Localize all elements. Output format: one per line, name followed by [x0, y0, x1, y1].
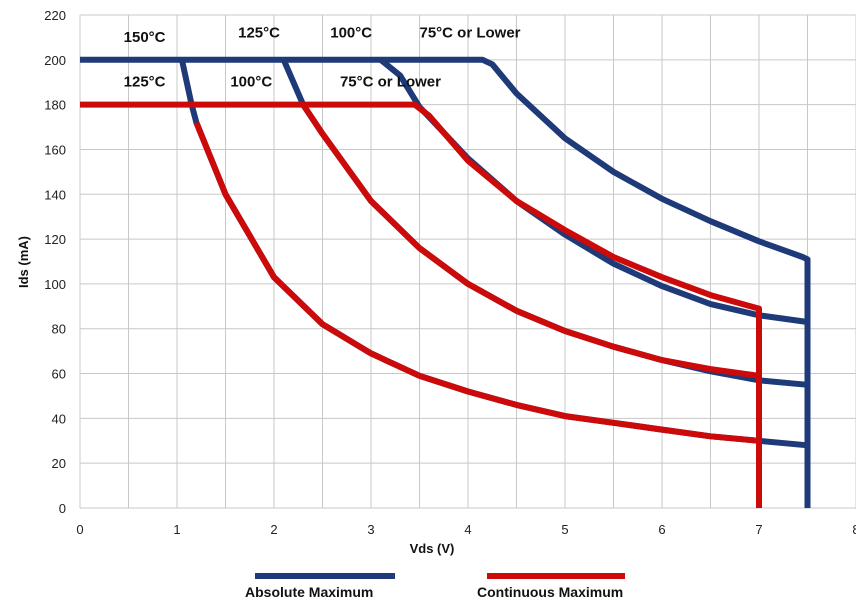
temperature-annotation: 100°C [230, 74, 272, 91]
x-tick-label: 8 [852, 522, 856, 537]
x-tick-label: 0 [76, 522, 83, 537]
x-tick-label: 6 [658, 522, 665, 537]
y-tick-label: 180 [44, 98, 66, 113]
y-tick-label: 40 [52, 411, 66, 426]
series-lines [80, 56, 811, 508]
temperature-annotation: 75°C or Lower [420, 24, 521, 41]
absolute-maximum-line-0 [80, 56, 811, 508]
continuous-maximum-line-6 [193, 121, 760, 444]
x-tick-label: 4 [464, 522, 471, 537]
y-tick-label: 200 [44, 53, 66, 68]
annotations: 150°C 125°C 100°C 75°C or Lower 125°C 100°C 75… [124, 24, 521, 90]
x-tick-label: 5 [561, 522, 568, 537]
x-tick-label: 3 [367, 522, 374, 537]
continuous-maximum-line-5 [300, 102, 760, 379]
y-tick-label: 220 [44, 8, 66, 23]
temperature-annotation: 125°C [124, 74, 166, 91]
temperature-annotation: 125°C [238, 24, 280, 41]
y-tick-label: 20 [52, 456, 66, 471]
temperature-annotation: 150°C [124, 29, 166, 46]
x-axis-label: Vds (V) [410, 541, 455, 556]
temperature-annotation: 100°C [330, 24, 372, 41]
y-tick-label: 0 [59, 501, 66, 516]
y-tick-label: 140 [44, 187, 66, 202]
continuous-maximum-line-4 [80, 101, 762, 508]
x-tick-label: 1 [173, 522, 180, 537]
legend: Absolute Maximum Continuous Maximum [245, 573, 625, 600]
legend-label-continuous-maximum: Continuous Maximum [477, 584, 623, 600]
tick-labels: 012345678020406080100120140160180200220 [44, 8, 856, 537]
x-tick-label: 2 [270, 522, 277, 537]
y-tick-label: 80 [52, 322, 66, 337]
grid [79, 14, 856, 509]
x-tick-label: 7 [755, 522, 762, 537]
y-tick-label: 100 [44, 277, 66, 292]
absolute-maximum-line-3 [178, 59, 808, 449]
y-tick-label: 120 [44, 232, 66, 247]
legend-label-absolute-maximum: Absolute Maximum [245, 584, 373, 600]
y-tick-label: 160 [44, 142, 66, 157]
temperature-annotation: 75°C or Lower [340, 74, 441, 91]
y-tick-label: 60 [52, 367, 66, 382]
absolute-maximum-line-1 [378, 57, 808, 325]
y-axis-label: Ids (mA) [16, 236, 31, 288]
